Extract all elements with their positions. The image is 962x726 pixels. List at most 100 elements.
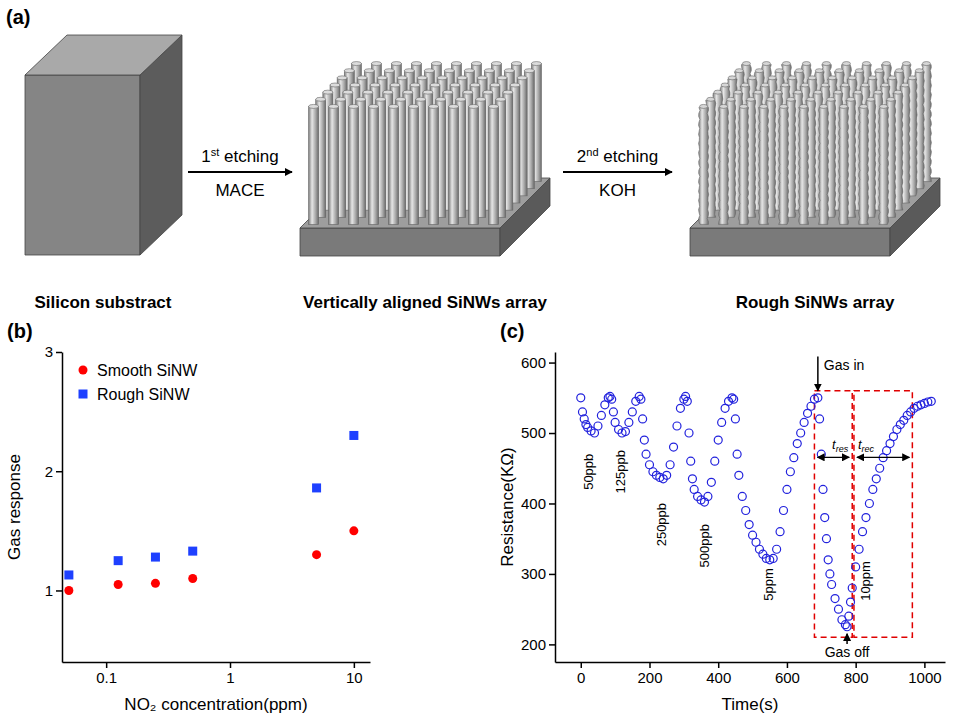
nanowire-body <box>449 106 459 224</box>
nanowire-top <box>477 76 487 80</box>
data-point <box>776 528 784 536</box>
panel-letter: (a) <box>6 6 30 28</box>
nanowire-top <box>727 97 735 101</box>
data-point <box>707 478 715 486</box>
annotation: 250ppb <box>654 503 669 546</box>
nanowire-top <box>882 62 890 66</box>
data-point <box>609 408 617 416</box>
y-tick-mark <box>549 644 555 646</box>
nanowire-body <box>719 107 729 224</box>
nanowire-top <box>357 76 367 80</box>
duration-arrow <box>857 457 909 458</box>
series <box>64 526 358 595</box>
nanowire-top <box>489 104 499 108</box>
nanowire-top <box>748 76 756 80</box>
nanowire-top <box>742 62 750 66</box>
nanowire-top <box>497 76 507 80</box>
nanowire-top <box>363 90 373 94</box>
nanowire-top <box>835 69 843 73</box>
data-point <box>64 586 73 595</box>
data-point <box>621 428 629 436</box>
data-point <box>718 418 726 426</box>
data-point <box>793 440 801 448</box>
data-point <box>819 485 827 493</box>
data-point <box>642 450 650 458</box>
nanowire-top <box>370 83 380 87</box>
y-tick-mark <box>549 433 555 435</box>
nanowire-body <box>429 106 439 224</box>
y-tick-label: 300 <box>521 565 546 582</box>
nanowire <box>759 104 769 224</box>
step-label: 2nd etching <box>577 146 658 166</box>
nanowire-top <box>383 90 393 94</box>
data-point <box>670 443 678 451</box>
x-tick-mark <box>649 662 651 668</box>
data-point <box>927 397 935 405</box>
data-point <box>682 392 690 400</box>
nanowire-top <box>780 104 788 108</box>
data-point <box>597 411 605 419</box>
nanowire <box>489 104 499 224</box>
legend-label: Smooth SiNW <box>97 362 198 379</box>
nanowire-body <box>879 107 889 224</box>
duration-label: tres <box>832 437 849 454</box>
nanowire-top <box>349 104 359 108</box>
nanowire-top <box>774 90 782 94</box>
nanowire-top <box>476 97 486 101</box>
y-tick-label: 400 <box>521 495 546 512</box>
nanowire-top <box>862 62 870 66</box>
nanowire-top <box>888 76 896 80</box>
block-top <box>25 35 182 75</box>
data-point <box>742 507 750 515</box>
nanowire-top <box>847 97 855 101</box>
caption: Silicon substract <box>35 293 172 312</box>
nanowire-top <box>391 62 401 66</box>
nanowire-top <box>469 104 479 108</box>
nanowire-top <box>728 76 736 80</box>
nanowire <box>469 104 479 224</box>
nanowire-top <box>431 62 441 66</box>
data-point <box>745 521 753 529</box>
nanowire-body <box>699 107 709 224</box>
nanowire-top <box>747 97 755 101</box>
data-point <box>114 580 123 589</box>
chart-panel: 0.1110123NO₂ concentration(ppm)Gas respo… <box>5 320 371 714</box>
data-point <box>733 450 741 458</box>
nanowire-top <box>908 76 916 80</box>
x-tick-label: 10 <box>346 669 363 686</box>
block-front <box>690 228 890 256</box>
nanowire <box>429 104 439 224</box>
y-tick: 400 <box>521 495 555 512</box>
nanowire-top <box>456 97 466 101</box>
nanowire-body <box>859 107 869 224</box>
nanowire-body <box>759 107 769 224</box>
nanowire-body <box>819 107 829 224</box>
nanowire <box>719 104 729 224</box>
data-point <box>608 395 616 403</box>
x-tick-label: 200 <box>637 669 662 686</box>
x-axis-title: NO₂ concentration(ppm) <box>124 695 307 714</box>
nanowire-top <box>802 62 810 66</box>
nanowire-top <box>517 76 527 80</box>
nanowire-top <box>343 90 353 94</box>
data-point <box>349 431 358 440</box>
y-tick-label: 3 <box>45 343 53 360</box>
x-tick: 200 <box>637 662 662 686</box>
nanowire-body <box>799 107 809 224</box>
data-point <box>64 570 73 579</box>
nanowire-top <box>815 69 823 73</box>
y-axis: 123 <box>45 343 63 662</box>
nanowire-top <box>827 97 835 101</box>
nanowire-top <box>901 83 909 87</box>
data-point <box>312 550 321 559</box>
nanowire-top <box>860 104 868 108</box>
nanowire-top <box>503 90 513 94</box>
nanowire-top <box>416 97 426 101</box>
nanowire-top <box>471 62 481 66</box>
nanowire-top <box>795 69 803 73</box>
x-tick: 1 <box>226 662 234 686</box>
data-point <box>786 468 794 476</box>
nanowire-top <box>782 62 790 66</box>
data-point <box>834 605 842 613</box>
y-tick-mark <box>56 471 62 473</box>
